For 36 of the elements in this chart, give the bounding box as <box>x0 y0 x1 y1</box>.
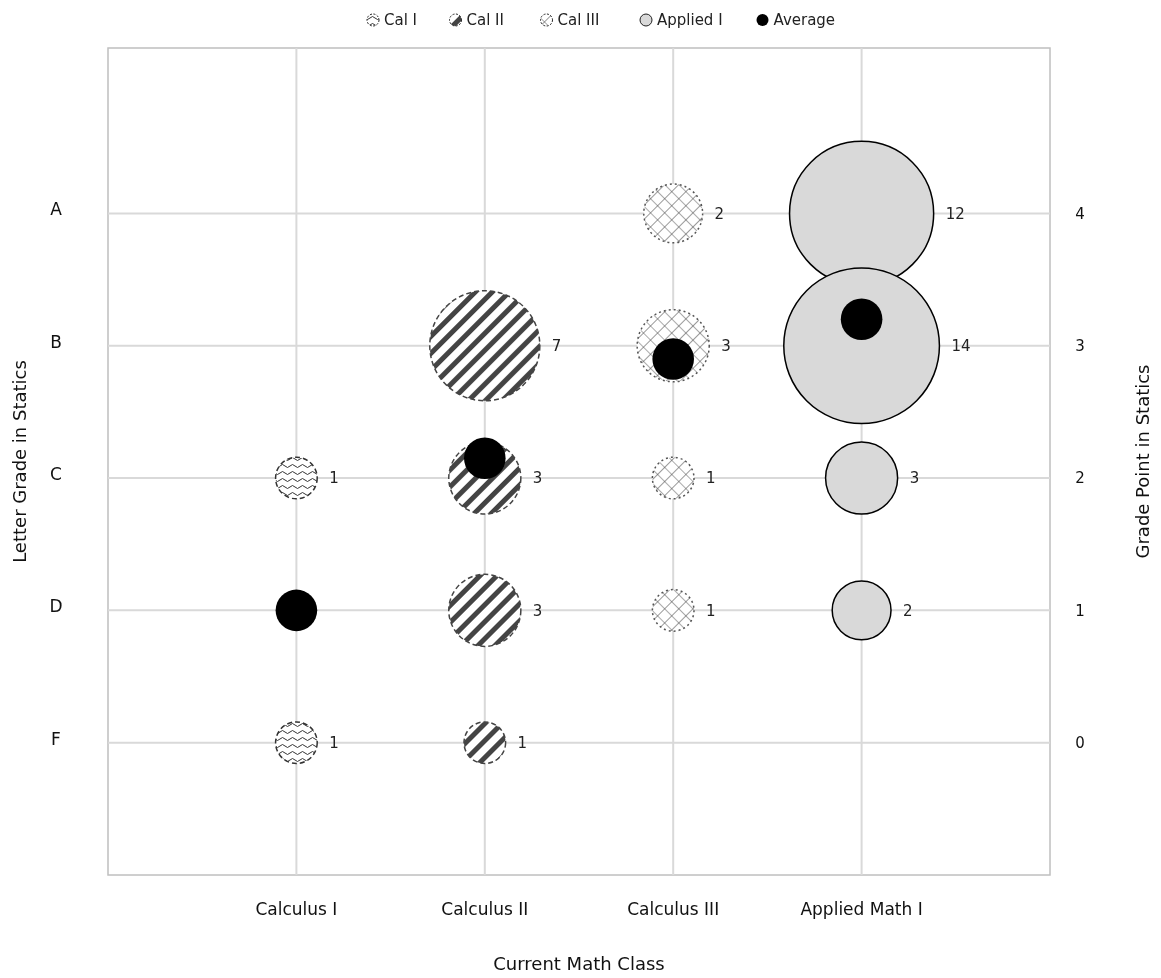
y-tick-label: 4 <box>1075 204 1085 223</box>
data-label: 1 <box>329 733 339 752</box>
text: F <box>51 728 61 749</box>
x-tick-label: Calculus I <box>255 899 338 919</box>
y2-axis-title: Grade Point in Statics <box>1132 364 1153 559</box>
y-tick-label: 1 <box>1075 601 1085 620</box>
legend-label: Average <box>773 11 836 30</box>
x-tick-label: Applied Math I <box>800 899 923 919</box>
data-label: 14 <box>951 336 971 355</box>
data-label: 3 <box>532 469 543 488</box>
data-label: 2 <box>903 601 913 620</box>
data-label: 7 <box>551 336 562 355</box>
legend-label: Applied I <box>657 11 723 30</box>
text: B <box>50 331 62 352</box>
x-tick-label: Calculus II <box>441 899 529 919</box>
data-label: 1 <box>517 733 528 752</box>
x-axis-title: Current Math Class <box>493 953 665 974</box>
data-label: 1 <box>706 601 716 620</box>
legend-label: Cal I <box>384 11 418 30</box>
x-tick-label: Calculus III <box>627 899 720 919</box>
text: C <box>50 463 62 484</box>
y-tick-label: 0 <box>1075 733 1085 752</box>
y-tick-label: 3 <box>1075 336 1085 355</box>
y-axis-title: Letter Grade in Statics <box>9 360 30 563</box>
text: A <box>50 199 63 220</box>
legend-label: Cal II <box>466 11 504 30</box>
legend-label: Cal III <box>557 11 600 30</box>
data-label: 12 <box>945 204 965 223</box>
data-label: 3 <box>909 469 920 488</box>
data-label: 2 <box>714 204 725 223</box>
data-label: 1 <box>706 469 716 488</box>
data-label: 1 <box>329 469 339 488</box>
data-label: 3 <box>721 336 731 355</box>
data-label: 3 <box>532 601 543 620</box>
y-tick-label: 2 <box>1075 469 1085 488</box>
text: D <box>49 596 63 617</box>
